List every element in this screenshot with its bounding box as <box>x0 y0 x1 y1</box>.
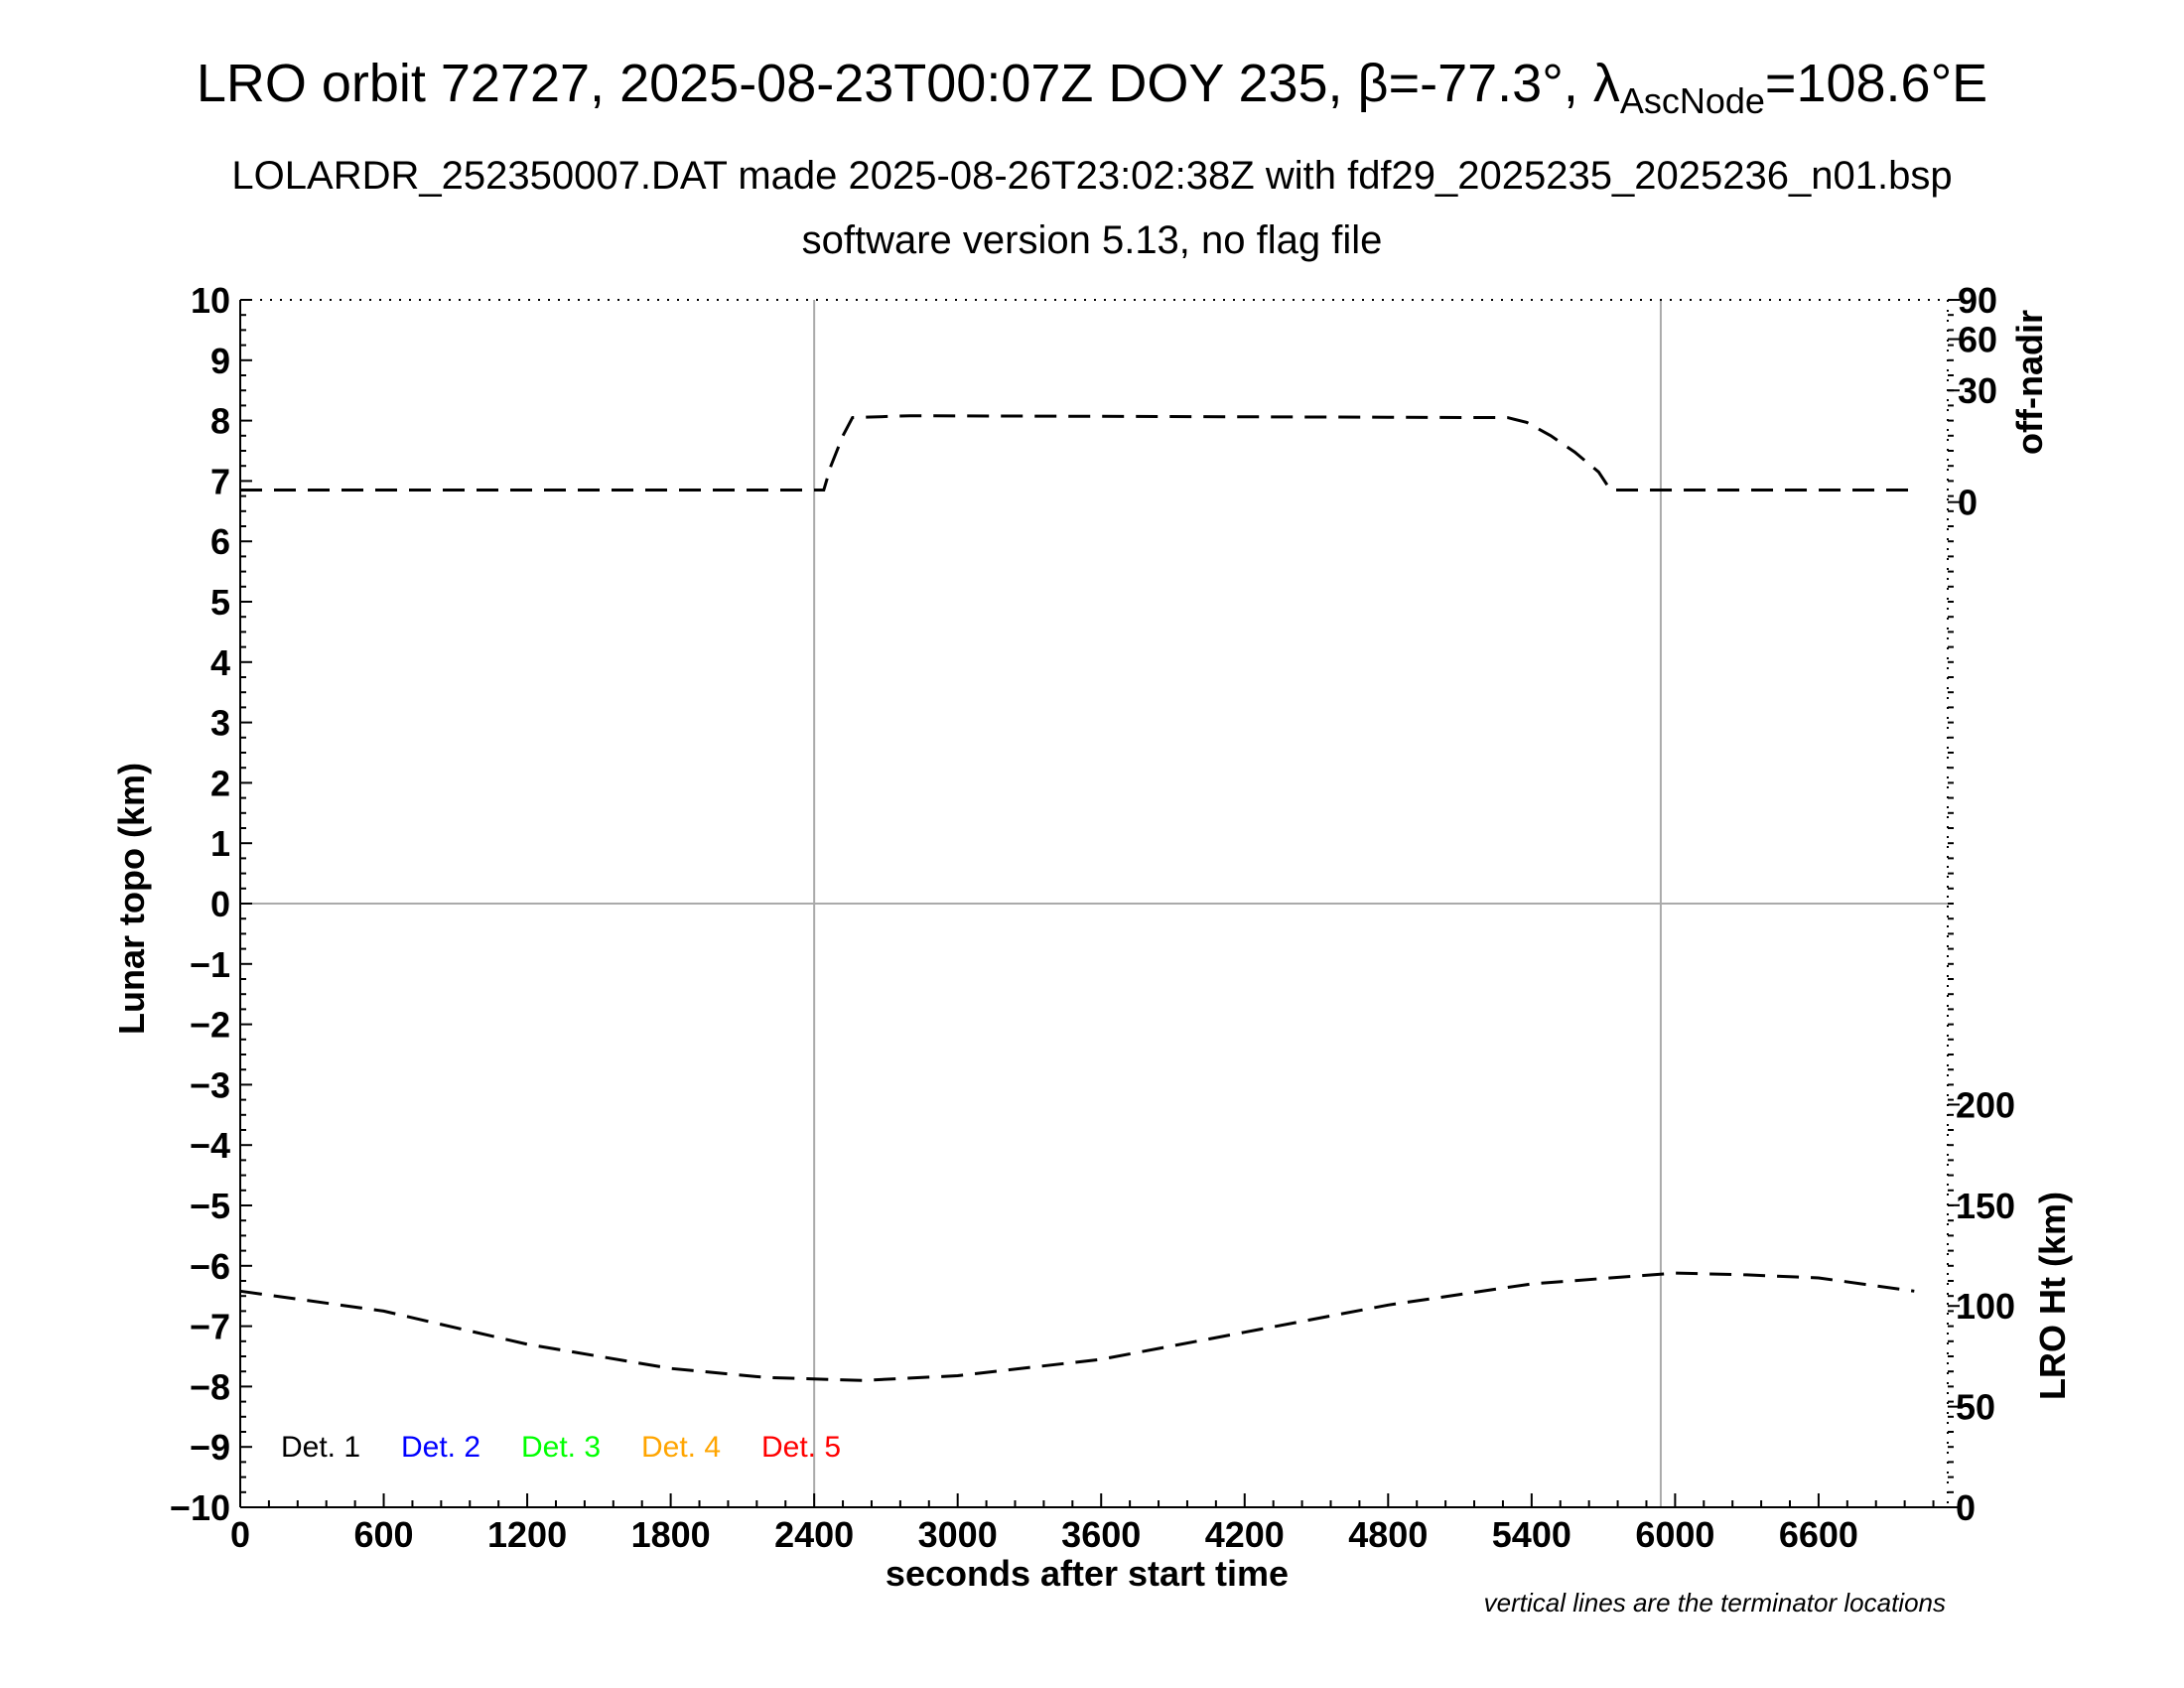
lro-ht-tick-label: 100 <box>1956 1286 2015 1327</box>
off-nadir-tick-label: 0 <box>1958 483 1978 523</box>
x-tick-label: 600 <box>353 1514 413 1555</box>
y-axis-label-off-nadir: off-nadir <box>2009 310 2050 455</box>
y-tick-label-left: −6 <box>190 1246 230 1287</box>
y-tick-label-left: −10 <box>170 1487 230 1528</box>
y-tick-label-left: −7 <box>190 1307 230 1347</box>
x-tick-label: 5400 <box>1492 1514 1571 1555</box>
legend-entry: Det. 2 <box>401 1431 480 1464</box>
x-tick-label: 1800 <box>631 1514 711 1555</box>
x-tick-label: 1200 <box>487 1514 567 1555</box>
x-tick-label: 3600 <box>1061 1514 1141 1555</box>
y-tick-label-left: 5 <box>210 582 230 623</box>
y-axis-label-lro-ht: LRO Ht (km) <box>2032 1192 2073 1400</box>
y-tick-label-left: 1 <box>210 823 230 864</box>
off-nadir-tick-label: 90 <box>1958 280 1997 321</box>
chart-subtitle-file: LOLARDR_252350007.DAT made 2025-08-26T23… <box>231 154 1952 198</box>
x-tick-label: 3000 <box>918 1514 998 1555</box>
x-tick-label: 6600 <box>1779 1514 1858 1555</box>
terminator-note: vertical lines are the terminator locati… <box>1484 1588 1946 1618</box>
y-tick-label-left: 9 <box>210 341 230 381</box>
x-tick-label: 4200 <box>1205 1514 1285 1555</box>
legend-entry: Det. 5 <box>761 1431 841 1464</box>
y-tick-label-left: 8 <box>210 401 230 442</box>
y-tick-label-left: −2 <box>190 1005 230 1046</box>
y-tick-label-left: 7 <box>210 461 230 501</box>
series-line-lro-ht <box>239 1271 1915 1382</box>
lro-ht-tick-label: 50 <box>1956 1387 1995 1428</box>
y-tick-label-left: −5 <box>190 1186 230 1226</box>
y-tick-label-left: −1 <box>190 944 230 985</box>
y-tick-label-left: 10 <box>191 280 230 321</box>
x-axis-label: seconds after start time <box>886 1553 1289 1594</box>
off-nadir-tick-label: 60 <box>1958 320 1997 360</box>
series-line-off-nadir <box>240 414 1915 492</box>
y-tick-label-left: 2 <box>210 763 230 803</box>
chart-subtitle-version: software version 5.13, no flag file <box>802 218 1383 262</box>
legend-entry: Det. 4 <box>641 1431 721 1464</box>
y-tick-label-left: 6 <box>210 521 230 562</box>
chart-title: LRO orbit 72727, 2025-08-23T00:07Z DOY 2… <box>197 54 1987 121</box>
legend-entry: Det. 3 <box>521 1431 601 1464</box>
off-nadir-tick-label: 30 <box>1958 370 1997 411</box>
x-tick-label: 4800 <box>1348 1514 1428 1555</box>
x-tick-label: 6000 <box>1635 1514 1714 1555</box>
lro-ht-tick-label: 200 <box>1956 1084 2015 1125</box>
plot-area: 0 600 1200 1800 2400 3000 3600 4200 4800 5400 6000… <box>170 280 2015 1555</box>
y-tick-label-left: 3 <box>210 703 230 744</box>
y-axis-label-left: Lunar topo (km) <box>111 763 152 1035</box>
legend-entry: Det. 1 <box>281 1431 360 1464</box>
lro-ht-tick-label: 150 <box>1956 1186 2015 1226</box>
lro-ht-tick-label: 0 <box>1956 1487 1976 1528</box>
y-tick-label-left: −8 <box>190 1366 230 1407</box>
y-tick-label-left: 0 <box>210 884 230 924</box>
y-tick-label-left: −4 <box>190 1125 230 1166</box>
x-tick-label: 2400 <box>774 1514 854 1555</box>
y-tick-label-left: −9 <box>190 1427 230 1468</box>
y-tick-label-left: 4 <box>210 642 230 683</box>
y-tick-label-left: −3 <box>190 1064 230 1105</box>
x-tick-label: 0 <box>230 1514 250 1555</box>
